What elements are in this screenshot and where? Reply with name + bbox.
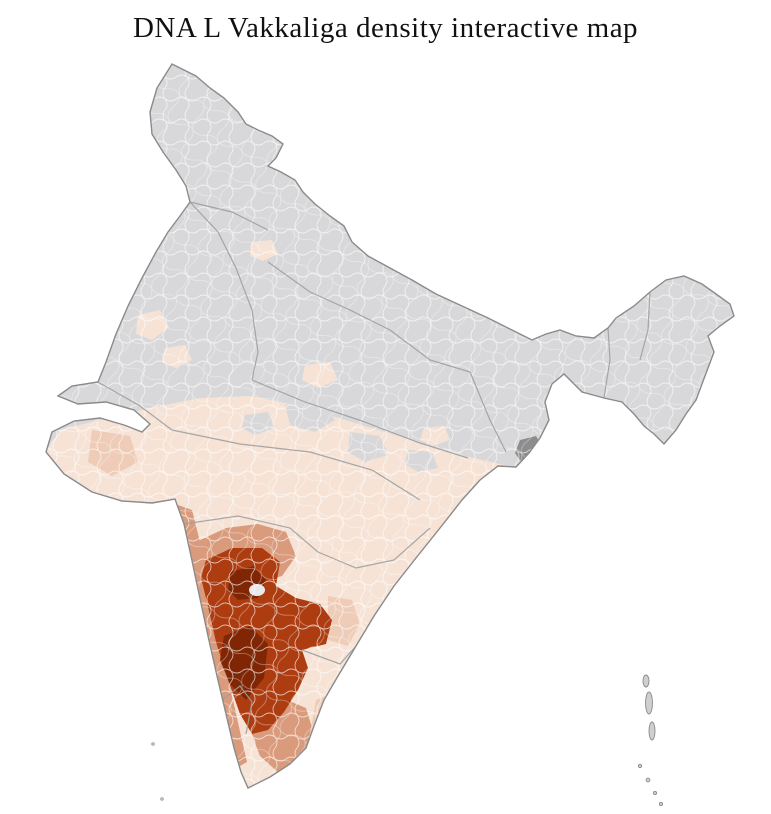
andaman-nicobar-islands[interactable] bbox=[637, 674, 664, 807]
map-title: DNA L Vakkaliga density interactive map bbox=[132, 12, 639, 44]
lakshadweep-islands[interactable] bbox=[151, 742, 164, 801]
india-outline bbox=[45, 63, 735, 789]
state-borders bbox=[97, 201, 651, 735]
